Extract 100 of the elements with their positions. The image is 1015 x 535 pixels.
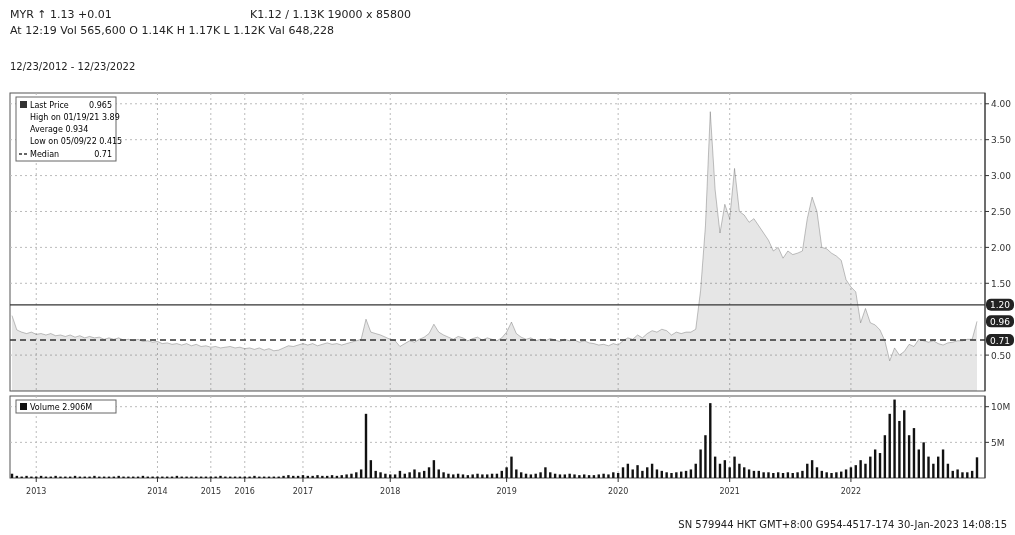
bar [898, 420, 901, 478]
x-tick-label: 2021 [719, 487, 740, 496]
x-tick-label: 2020 [607, 487, 629, 496]
bar [830, 473, 833, 478]
bar [641, 470, 644, 478]
bar [762, 472, 765, 478]
bar [54, 475, 57, 478]
bar [117, 475, 120, 478]
bar [927, 456, 930, 478]
bar [932, 463, 935, 478]
y-tick-label: 5M [991, 437, 1005, 448]
text: K1.12 / 1.13K 19000 x 85800 [250, 8, 412, 21]
x-tick-label: 2018 [380, 487, 401, 496]
x-tick-label: 2016 [234, 487, 255, 496]
bar [893, 399, 896, 478]
x-tick-label: 2014 [147, 487, 168, 496]
bar [961, 472, 964, 478]
y-tick-label: 3.00 [991, 171, 1012, 182]
text: At 12:19 Vol 565,600 O 1.14K H 1.17K L 1.12K Val 648,228 [10, 24, 334, 37]
bar [859, 460, 862, 478]
bar [539, 472, 542, 478]
bar [350, 473, 353, 478]
bar [447, 473, 450, 478]
bar [956, 469, 959, 478]
x-tick-label: 2022 [840, 487, 862, 496]
bar [699, 449, 702, 478]
ref-line-label: 1.20 [989, 300, 1011, 311]
bar [384, 473, 387, 478]
bar [602, 473, 605, 478]
bar [311, 475, 314, 478]
bar [612, 472, 615, 478]
bar [704, 435, 707, 478]
bar [481, 474, 484, 478]
bar [767, 472, 770, 478]
bar [665, 472, 668, 478]
bar [413, 469, 416, 478]
bar [738, 463, 741, 478]
y-tick-label: 2.00 [991, 242, 1012, 253]
bar [544, 467, 547, 478]
bar [219, 475, 222, 478]
annotation: Median [30, 150, 60, 159]
bar [374, 470, 377, 478]
bar [922, 442, 925, 478]
annotation: Low on 05/09/22 0.415 [30, 137, 123, 146]
bar [796, 472, 799, 478]
annotation: High on 01/19/21 3.89 [30, 113, 120, 122]
text: SN 579944 HKT GMT+8:00 G954-4517-174 30-Jan-2023 14:08:15 [678, 519, 1007, 530]
bar [418, 472, 421, 478]
x-tick-label: 2015 [200, 487, 221, 496]
bar [636, 465, 639, 478]
bar [869, 456, 872, 478]
y-tick-label: 4.00 [991, 99, 1012, 110]
bar [282, 475, 285, 478]
legend-label: Last Price [30, 101, 69, 110]
bar [442, 472, 445, 478]
text: MYR ↑ 1.13 +0.01 [10, 8, 112, 21]
bar [573, 474, 576, 478]
bar [25, 475, 28, 478]
bar [287, 475, 290, 478]
bar [607, 474, 610, 478]
bar [733, 456, 736, 478]
text: 12/23/2012 - 12/23/2022 [10, 61, 136, 72]
bar [728, 467, 731, 478]
bar [505, 467, 508, 478]
bar [321, 475, 324, 478]
bar [825, 472, 828, 478]
bar [675, 472, 678, 478]
y-tick-label: 2.50 [991, 206, 1012, 217]
bar [379, 472, 382, 478]
text: 0.96 [989, 316, 1011, 327]
x-tick-label: 2019 [496, 487, 517, 496]
bar [670, 473, 673, 478]
y-tick-label: 0.50 [991, 350, 1012, 361]
bar [93, 475, 96, 478]
bar [471, 474, 474, 478]
y-tick-label: 3.50 [991, 135, 1012, 146]
bar [568, 473, 571, 478]
bar [864, 463, 867, 478]
bar [801, 470, 804, 478]
bar [510, 456, 513, 478]
bar [345, 474, 348, 478]
bar [578, 475, 581, 478]
x-tick-label: 2017 [292, 487, 314, 496]
annotation: 2.906M [62, 403, 93, 412]
y-tick-label: 10M [991, 402, 1011, 413]
bar [835, 472, 838, 478]
bar [316, 475, 319, 478]
y-tick-label: 1.50 [991, 278, 1012, 289]
legend-label: Volume [30, 403, 60, 412]
bar [476, 473, 479, 478]
bar [408, 472, 411, 478]
bar [253, 475, 256, 478]
bar [772, 473, 775, 478]
bar [515, 469, 518, 478]
bar [966, 472, 969, 478]
ref-line-label: 0.71 [989, 335, 1011, 346]
text: 0.71 [94, 150, 112, 159]
x-tick-label: 2013 [26, 487, 47, 496]
annotation: Average 0.934 [30, 125, 89, 134]
annotation: 0.965 [89, 101, 112, 110]
